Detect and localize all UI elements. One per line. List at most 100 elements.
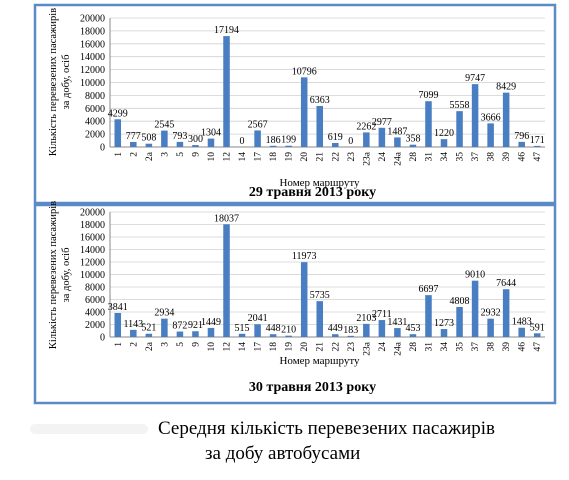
bar-19 [285,335,292,337]
bar-1 [114,312,122,337]
faded-figure-label [30,424,148,434]
data-label: 5735 [310,290,330,301]
x-tick-label: 23 [347,152,357,162]
y-tick-label: 8000 [85,91,105,102]
bar-37 [471,280,479,337]
y-tick-label: 20000 [80,208,105,219]
y-tick-label: 18000 [80,220,105,231]
chart-frame-2 [33,203,557,405]
data-label: 9010 [465,270,485,281]
bar-38 [487,318,494,337]
bar-5 [176,331,184,337]
data-label: 449 [328,323,343,334]
bar-20 [300,77,308,147]
x-tick-label: 12 [223,152,233,162]
bar-20 [300,262,308,337]
x-axis-label: Номер маршруту [279,355,360,367]
data-label: 9747 [465,73,485,84]
bar-charts: 0200040006000800010000120001400016000180… [33,3,557,405]
bar-24 [378,127,386,147]
data-label: 1273 [434,318,454,329]
y-tick-label: 2000 [85,320,105,331]
figure-caption-line-1: Середня кількість перевезених пасажирів [158,418,495,439]
y-axis-label: Кількість перевезених пасажирів за добу, … [48,201,72,349]
y-tick-label: 10000 [80,78,105,89]
x-tick-label: 37 [471,342,481,352]
x-tick-label: 23 [347,342,357,352]
bar-46 [518,141,525,147]
x-tick-label: 47 [533,342,543,352]
x-tick-label: 31 [424,152,434,162]
bar-18 [269,145,277,147]
bar-35 [456,306,463,337]
data-label: 921 [188,320,203,331]
bar-28 [409,144,417,147]
bar-24 [378,320,386,337]
x-tick-label: 23а [362,341,372,356]
y-tick-label: 0 [100,143,105,154]
x-tick-label: 24а [393,151,403,166]
x-tick-label: 5 [176,342,186,347]
bar-10 [207,138,215,147]
data-label: 18037 [214,213,239,224]
data-label: 300 [188,134,203,145]
x-tick-label: 35 [456,342,466,352]
y-tick-label: 16000 [80,233,105,244]
x-tick-label: 14 [238,342,248,352]
x-tick-label: 28 [409,152,419,162]
bar-12 [223,36,230,147]
data-label: 1449 [201,317,221,328]
x-tick-label: 19 [285,342,295,352]
bar-38 [487,123,494,147]
bar-47 [533,145,541,147]
y-tick-label: 18000 [80,26,105,37]
x-tick-label: 21 [316,152,326,162]
data-label: 3841 [108,302,128,313]
x-tick-label: 24 [378,152,388,162]
y-tick-label: 12000 [80,258,105,269]
x-tick-label: 39 [502,342,512,352]
bar-21 [316,301,323,337]
data-label: 5558 [450,100,470,111]
data-label: 872 [172,321,187,332]
bar-10 [207,327,215,337]
x-tick-label: 37 [471,152,481,162]
data-label: 1483 [512,317,532,328]
data-label: 453 [405,323,420,334]
x-tick-label: 22 [331,342,341,352]
bar-22 [332,143,339,147]
bar-9 [192,145,199,147]
x-tick-label: 24 [378,342,388,352]
y-tick-label: 12000 [80,65,105,76]
data-label: 2932 [481,308,501,319]
x-tick-label: 10 [207,342,217,352]
data-label: 8429 [496,82,516,93]
y-tick-label: 2000 [85,130,105,141]
x-tick-label: 18 [269,342,279,352]
chart-title: 30 травня 2013 року [249,380,376,395]
data-label: 515 [235,323,250,334]
data-label: 521 [141,323,156,334]
data-label: 1487 [387,126,407,137]
x-tick-label: 39 [502,152,512,162]
y-tick-label: 14000 [80,52,105,63]
y-tick-label: 4000 [85,308,105,319]
y-tick-label: 20000 [80,14,105,25]
x-tick-label: 2 [129,342,139,347]
data-label: 11973 [292,251,317,262]
bar-2 [130,141,137,147]
x-tick-label: 38 [487,342,497,352]
x-tick-label: 21 [316,342,326,352]
data-label: 6697 [418,284,438,295]
bar-23а [363,132,370,147]
data-label: 1220 [434,128,454,139]
bar-5 [176,141,184,147]
bar-9 [192,331,199,337]
data-label: 2567 [248,119,268,130]
data-label: 796 [514,131,529,142]
bar-37 [471,84,479,147]
x-tick-label: 35 [456,152,466,162]
data-label: 1304 [201,128,221,139]
data-label: 0 [240,136,245,147]
bar-3 [161,130,168,147]
